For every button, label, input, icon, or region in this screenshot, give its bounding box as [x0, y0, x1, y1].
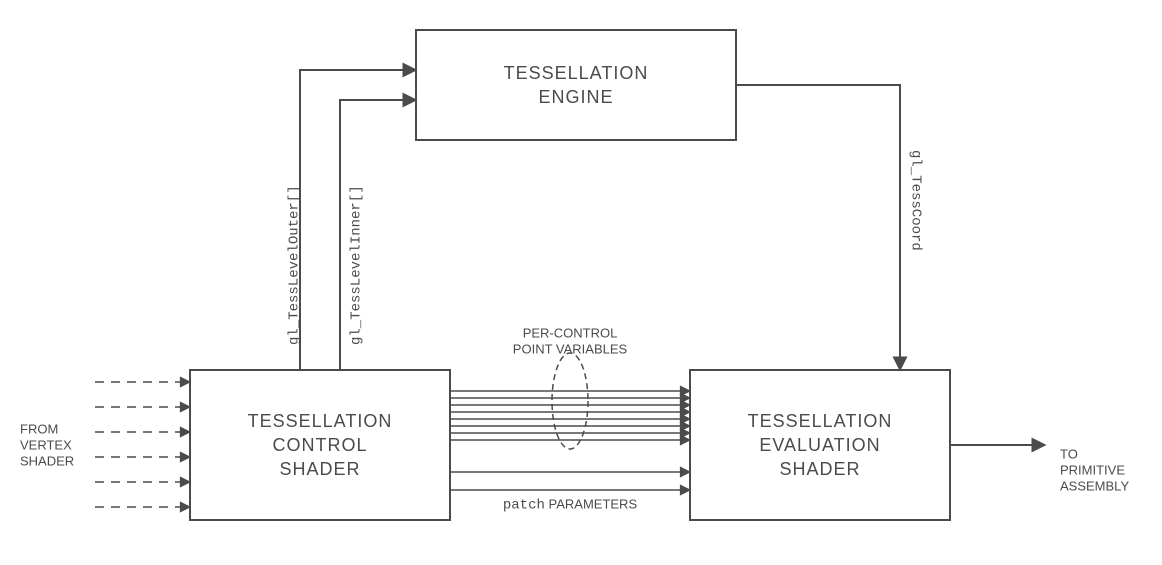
edge-coord [736, 85, 900, 370]
from-label-3: SHADER [20, 453, 74, 468]
edges-per-control-point [450, 391, 690, 440]
control-label-1: TESSELLATION [248, 411, 393, 431]
label-coord: gl_TessCoord [907, 150, 923, 251]
eval-label-3: SHADER [779, 459, 860, 479]
to-label-2: PRIMITIVE [1060, 462, 1125, 477]
node-tessellation-evaluation-shader: TESSELLATION EVALUATION SHADER [690, 370, 950, 520]
from-label-1: FROM [20, 421, 58, 436]
engine-label-1: TESSELLATION [504, 63, 649, 83]
node-tessellation-engine: TESSELLATION ENGINE [416, 30, 736, 140]
label-inner: gl_TessLevelInner[] [349, 185, 365, 345]
percontrol-label-2: POINT VARIABLES [513, 341, 628, 356]
tessellation-diagram: TESSELLATION ENGINE TESSELLATION CONTROL… [0, 0, 1162, 565]
control-label-3: SHADER [279, 459, 360, 479]
eval-label-2: EVALUATION [759, 435, 880, 455]
engine-label-2: ENGINE [538, 87, 613, 107]
edges-patch-parameters [450, 472, 690, 490]
label-outer: gl_TessLevelOuter[] [287, 185, 303, 345]
control-label-2: CONTROL [272, 435, 367, 455]
to-label-3: ASSEMBLY [1060, 478, 1129, 493]
percontrol-label-1: PER-CONTROL [523, 325, 618, 340]
patch-label: patch PARAMETERS [503, 496, 638, 513]
to-label-1: TO [1060, 446, 1078, 461]
percontrol-ellipse [552, 353, 588, 449]
from-label-2: VERTEX [20, 437, 72, 452]
eval-label-1: TESSELLATION [748, 411, 893, 431]
edges-from-vertex-shader [95, 382, 190, 507]
node-tessellation-control-shader: TESSELLATION CONTROL SHADER [190, 370, 450, 520]
